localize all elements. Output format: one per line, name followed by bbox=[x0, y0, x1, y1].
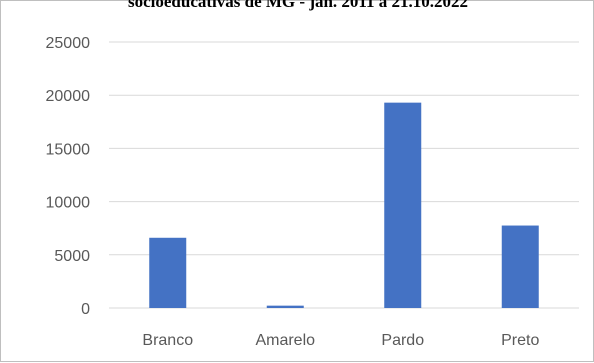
y-tick-label-10000: 10000 bbox=[46, 195, 91, 212]
bar-preto bbox=[501, 225, 539, 308]
y-tick-label-20000: 20000 bbox=[46, 88, 91, 105]
x-tick-label-branco: Branco bbox=[142, 332, 193, 349]
bar-amarelo bbox=[266, 305, 304, 308]
x-tick-label-amarelo: Amarelo bbox=[255, 332, 315, 349]
bar-pardo bbox=[384, 102, 422, 308]
bar-branco bbox=[149, 237, 187, 308]
y-tick-label-5000: 5000 bbox=[54, 248, 90, 265]
x-tick-label-pardo: Pardo bbox=[381, 332, 424, 349]
y-tick-label-0: 0 bbox=[81, 301, 90, 318]
x-tick-label-preto: Preto bbox=[501, 332, 539, 349]
y-tick-label-25000: 25000 bbox=[46, 35, 91, 52]
y-tick-label-15000: 15000 bbox=[46, 141, 91, 158]
chart-title: socioeducativas de MG - jan. 2011 a 21.1… bbox=[128, 0, 468, 11]
